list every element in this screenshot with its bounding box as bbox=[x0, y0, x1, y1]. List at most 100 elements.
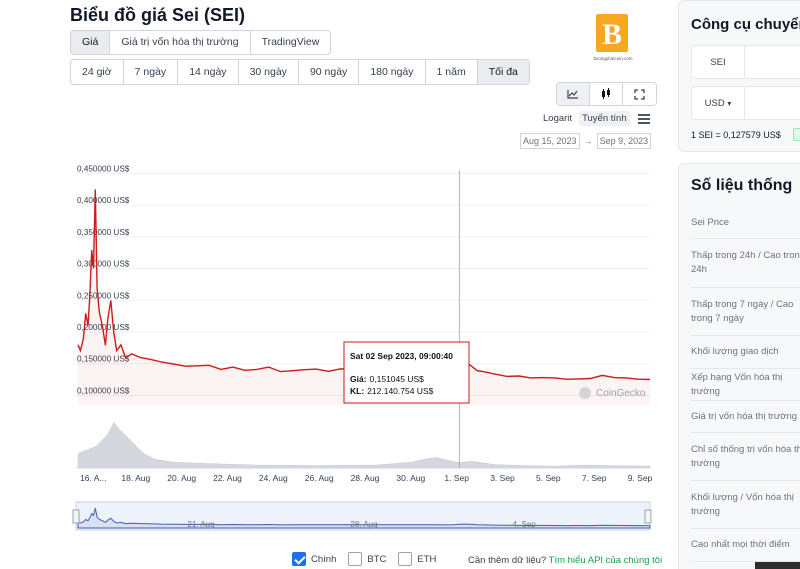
stat-row: Cao nhất mọi thời điểm bbox=[691, 529, 800, 562]
tab-market-cap[interactable]: Giá trị vốn hóa thị trường bbox=[110, 31, 251, 54]
converter-title: Công cụ chuyển bbox=[691, 16, 800, 33]
coin-input-row[interactable]: SEI bbox=[691, 45, 800, 79]
navigator[interactable]: 21. Aug 28. Aug 4. Sep bbox=[72, 501, 652, 531]
y-tick-label: 0,150000 US$ bbox=[77, 355, 130, 364]
conversion-rate: 1 SEI = 0,127579 US$ bbox=[691, 130, 781, 140]
checkbox-empty-icon bbox=[348, 552, 363, 566]
navigator-labels: 21. Aug 28. Aug 4. Sep bbox=[187, 520, 536, 529]
x-tick-label: 3. Sep bbox=[490, 473, 515, 483]
x-tick-label: 16. A... bbox=[80, 473, 106, 483]
series-btc-label: BTC bbox=[367, 553, 387, 565]
volume-area bbox=[77, 421, 651, 469]
price-line bbox=[77, 189, 651, 381]
x-tick-label: 9. Sep bbox=[628, 473, 653, 483]
coingecko-logo-icon bbox=[579, 387, 591, 399]
view-tabs: Giá Giá trị vốn hóa thị trường TradingVi… bbox=[70, 30, 332, 55]
range-1y[interactable]: 1 năm bbox=[426, 60, 478, 84]
x-tick-label: 26. Aug bbox=[305, 473, 334, 483]
range-30d[interactable]: 30 ngày bbox=[239, 60, 299, 84]
tooltip-price-value: 0,151045 US$ bbox=[370, 374, 425, 384]
stat-row: Xếp hạng Vốn hóa thị trường bbox=[691, 369, 800, 401]
api-link[interactable]: Tìm hiểu API của chúng tôi bbox=[548, 555, 663, 566]
stats-panel: Số liệu thống Sei Price Thấp trong 24h /… bbox=[678, 163, 800, 569]
api-promo: Cần thêm dữ liệu? Tìm hiểu API của chúng… bbox=[468, 555, 662, 566]
gridlines bbox=[76, 172, 650, 396]
stat-row: Khối lượng / Vốn hóa thị trường bbox=[691, 481, 800, 529]
y-tick-label: 0,350000 US$ bbox=[77, 228, 130, 237]
x-tick-label: 1. Sep bbox=[444, 473, 469, 483]
y-tick-label: 0,100000 US$ bbox=[77, 386, 130, 395]
currency-label: USD bbox=[704, 98, 725, 109]
candlestick-icon bbox=[602, 88, 610, 99]
coingecko-watermark: CoinGecko bbox=[596, 388, 646, 399]
hamburger-menu-icon[interactable] bbox=[637, 112, 650, 126]
api-question: Cần thêm dữ liệu? bbox=[468, 555, 547, 566]
stat-row: Thấp trong 24h / Cao trong 24h bbox=[691, 239, 800, 288]
currency-select-row[interactable]: USD ▾ bbox=[691, 86, 800, 120]
series-legend: Chính BTC ETH bbox=[292, 552, 448, 566]
navigator-left-handle[interactable] bbox=[72, 509, 80, 524]
x-axis-labels: 16. A... 18. Aug 20. Aug 22. Aug 24. Aug 26. … bbox=[80, 473, 653, 483]
x-tick-label: 7. Sep bbox=[582, 473, 607, 483]
logo-background bbox=[596, 14, 628, 52]
logo-letter: B bbox=[602, 18, 622, 51]
range-24h[interactable]: 24 giờ bbox=[71, 60, 124, 84]
stat-row: Giá trị vốn hóa thị trường bbox=[691, 401, 800, 433]
tab-tradingview[interactable]: TradingView bbox=[261, 36, 320, 48]
x-tick-label: 20. Aug bbox=[167, 473, 196, 483]
scale-linear-button[interactable]: Tuyến tính bbox=[579, 111, 630, 126]
tooltip-volume-label: KL: bbox=[350, 386, 364, 396]
price-area bbox=[78, 189, 650, 405]
checkbox-empty-icon bbox=[398, 552, 413, 566]
scale-log-button[interactable]: Logarit bbox=[543, 113, 573, 124]
y-tick-label: 0,250000 US$ bbox=[77, 291, 130, 300]
x-tick-label: 24. Aug bbox=[259, 473, 288, 483]
converter-panel: Công cụ chuyển SEI USD ▾ 1 SEI = 0,12757… bbox=[678, 0, 800, 152]
date-from-input[interactable]: Aug 15, 2023 bbox=[520, 133, 580, 149]
tooltip-box bbox=[343, 341, 470, 404]
y-tick-label: 0,300000 US$ bbox=[77, 260, 130, 269]
series-main-label: Chính bbox=[311, 553, 337, 565]
chevron-down-icon: ▾ bbox=[727, 99, 732, 108]
candlestick-button[interactable] bbox=[590, 83, 623, 105]
range-14d[interactable]: 14 ngày bbox=[178, 60, 239, 84]
stat-row: Chỉ số thống trị vốn hóa thị trường bbox=[691, 433, 800, 481]
range-90d[interactable]: 90 ngày bbox=[299, 60, 360, 84]
series-btc-checkbox[interactable]: BTC bbox=[348, 552, 386, 566]
navigator-line bbox=[77, 507, 651, 529]
x-tick-label: 18. Aug bbox=[121, 473, 150, 483]
range-tabs: 24 giờ 7 ngày 14 ngày 30 ngày 90 ngày 18… bbox=[70, 59, 530, 85]
range-180d[interactable]: 180 ngày bbox=[359, 60, 426, 84]
fullscreen-icon bbox=[634, 88, 645, 100]
price-chart[interactable]: 0,450000 US$ 0,400000 US$ 0,350000 US$ 0,30… bbox=[70, 150, 660, 550]
series-main-checkbox[interactable]: Chính bbox=[292, 552, 336, 566]
range-max[interactable]: Tối đa bbox=[477, 60, 529, 84]
tooltip-price: Giá: 0,151045 US$ bbox=[350, 374, 424, 384]
x-tick-label: 5. Sep bbox=[536, 473, 561, 483]
navigator-label: 4. Sep bbox=[513, 520, 537, 529]
tooltip: Sat 02 Sep 2023, 09:00:40 Giá: 0,151045 U… bbox=[343, 341, 470, 404]
tooltip-volume: KL: 212.140.754 US$ bbox=[350, 386, 434, 396]
line-chart-button[interactable] bbox=[557, 83, 590, 105]
site-logo: B bsongphutcoin.com bbox=[593, 14, 633, 61]
chart-type-switcher bbox=[556, 82, 657, 106]
tooltip-volume-value: 212.140.754 US$ bbox=[367, 386, 433, 396]
scale-toggle: Logarit Tuyến tính bbox=[540, 111, 650, 126]
logo-caption: bsongphutcoin.com bbox=[593, 56, 632, 61]
y-tick-label: 0,400000 US$ bbox=[77, 196, 130, 205]
tab-price[interactable]: Giá bbox=[71, 31, 111, 54]
tooltip-price-label: Giá: bbox=[350, 374, 367, 384]
date-to-input[interactable]: Sep 9, 2023 bbox=[596, 133, 652, 149]
rate-change-badge bbox=[793, 128, 800, 141]
y-tick-label: 0,200000 US$ bbox=[77, 323, 130, 332]
dark-overlay-block bbox=[755, 562, 800, 569]
currency-select[interactable]: USD ▾ bbox=[692, 98, 744, 109]
series-eth-checkbox[interactable]: ETH bbox=[398, 552, 436, 566]
fullscreen-button[interactable] bbox=[623, 83, 656, 105]
coin-label: SEI bbox=[710, 57, 726, 68]
navigator-label: 21. Aug bbox=[187, 520, 214, 529]
navigator-right-handle[interactable] bbox=[644, 509, 652, 524]
navigator-label: 28. Aug bbox=[350, 520, 377, 529]
range-7d[interactable]: 7 ngày bbox=[124, 60, 179, 84]
stats-title: Số liệu thống bbox=[691, 177, 793, 194]
